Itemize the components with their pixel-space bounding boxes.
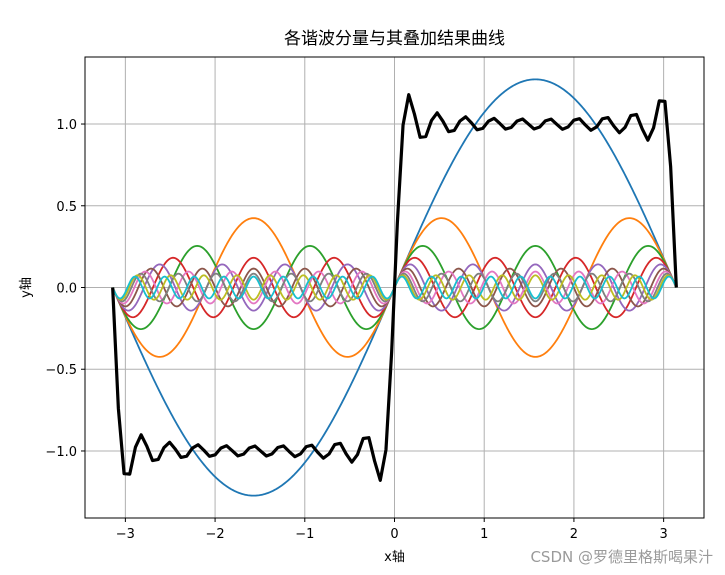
y-tick-label: 0.0 xyxy=(56,282,77,297)
x-tick-label: −2 xyxy=(205,527,224,542)
ticks: −3 −2 −1 0 1 2 3 −1.0 −0.5 0.0 0.5 1.0 xyxy=(45,118,667,542)
y-tick-label: −0.5 xyxy=(45,363,77,378)
x-tick-label: 3 xyxy=(659,527,667,542)
y-tick-label: −1.0 xyxy=(45,445,77,460)
x-tick-label: −1 xyxy=(295,527,314,542)
chart-title: 各谐波分量与其叠加结果曲线 xyxy=(284,29,505,49)
watermark: CSDN @罗德里格斯喝果汁 xyxy=(530,548,713,566)
series-group xyxy=(111,78,678,497)
x-tick-label: −3 xyxy=(116,527,135,542)
x-tick-label: 1 xyxy=(480,527,488,542)
y-tick-label: 0.5 xyxy=(56,200,77,215)
x-tick-label: 2 xyxy=(570,527,578,542)
y-tick-label: 1.0 xyxy=(56,118,77,133)
y-axis-label: y轴 xyxy=(19,277,34,298)
x-tick-label: 0 xyxy=(390,527,398,542)
sum-line xyxy=(111,93,678,482)
x-axis-label: x轴 xyxy=(384,550,405,565)
